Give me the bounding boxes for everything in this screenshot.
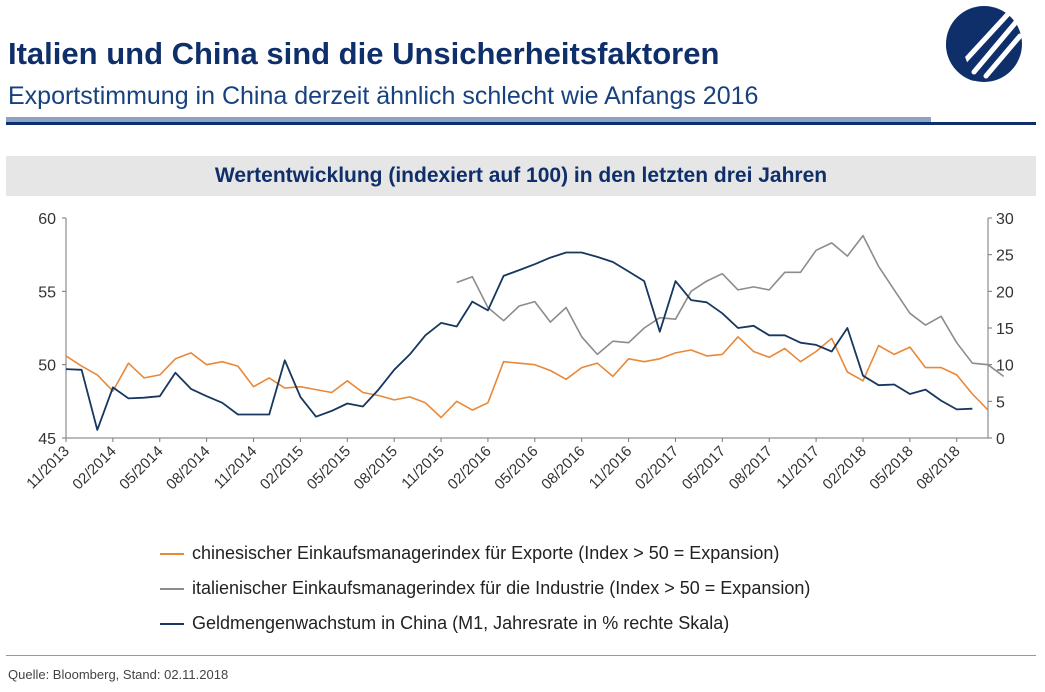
x-tick-label: 08/2014 <box>163 443 213 493</box>
series-line-china-export-pmi <box>65 336 989 419</box>
x-tick-label: 05/2016 <box>491 443 541 493</box>
legend-item-china-export-pmi: chinesischer Einkaufsmanagerindex für Ex… <box>160 536 810 571</box>
legend-swatch-navy <box>160 622 184 625</box>
x-tick-label: 05/2014 <box>116 443 166 493</box>
x-tick-label: 02/2018 <box>819 443 869 493</box>
legend-label: italienischer Einkaufsmanagerindex für d… <box>192 578 811 598</box>
line-chart: 4550556005101520253011/201302/201405/201… <box>23 211 1014 493</box>
header-divider <box>6 122 1036 125</box>
legend-swatch-orange <box>160 552 184 555</box>
footer-divider <box>6 655 1036 656</box>
page-title: Italien und China sind die Unsicherheits… <box>8 36 720 71</box>
legend-swatch-grey <box>160 587 184 590</box>
x-tick-label: 11/2017 <box>773 443 823 493</box>
x-tick-label: 08/2015 <box>351 443 401 493</box>
source-note: Quelle: Bloomberg, Stand: 02.11.2018 <box>8 667 229 682</box>
x-tick-label: 02/2014 <box>69 443 119 493</box>
series-line-italy-pmi <box>456 234 1005 378</box>
y-right-tick-label: 15 <box>996 321 1014 338</box>
chart-title: Wertentwicklung (indexiert auf 100) in d… <box>6 156 1036 196</box>
x-tick-label: 08/2018 <box>913 443 963 493</box>
x-tick-label: 08/2016 <box>538 443 588 493</box>
legend-item-china-m1: Geldmengenwachstum in China (M1, Jahresr… <box>160 606 810 641</box>
x-tick-label: 02/2016 <box>444 443 494 493</box>
y-left-tick-label: 55 <box>38 284 56 301</box>
y-right-tick-label: 30 <box>996 211 1014 228</box>
company-logo-icon <box>945 6 1023 82</box>
chart-legend: chinesischer Einkaufsmanagerindex für Ex… <box>160 536 810 641</box>
x-tick-label: 11/2015 <box>398 443 448 493</box>
y-right-tick-label: 25 <box>996 248 1014 265</box>
series-line-china-m1 <box>65 251 973 431</box>
header-accent-bar <box>6 117 931 122</box>
x-tick-label: 02/2017 <box>632 443 682 493</box>
y-left-tick-label: 50 <box>38 358 56 375</box>
y-right-tick-label: 0 <box>996 431 1005 448</box>
x-tick-label: 02/2015 <box>257 443 307 493</box>
y-right-tick-label: 5 <box>996 394 1005 411</box>
y-left-tick-label: 60 <box>38 211 56 228</box>
legend-label: chinesischer Einkaufsmanagerindex für Ex… <box>192 543 780 563</box>
x-tick-label: 11/2014 <box>211 443 261 493</box>
x-tick-label: 08/2017 <box>726 443 776 493</box>
y-right-tick-label: 20 <box>996 284 1014 301</box>
y-left-tick-label: 45 <box>38 431 56 448</box>
x-tick-label: 05/2017 <box>679 443 729 493</box>
legend-label: Geldmengenwachstum in China (M1, Jahresr… <box>192 613 730 633</box>
x-tick-label: 11/2013 <box>23 443 73 493</box>
y-right-tick-label: 10 <box>996 358 1014 375</box>
x-tick-label: 05/2018 <box>866 443 916 493</box>
legend-item-italy-pmi: italienischer Einkaufsmanagerindex für d… <box>160 571 810 606</box>
x-tick-label: 11/2016 <box>586 443 636 493</box>
page-subtitle: Exportstimmung in China derzeit ähnlich … <box>8 82 759 110</box>
x-tick-label: 05/2015 <box>304 443 354 493</box>
